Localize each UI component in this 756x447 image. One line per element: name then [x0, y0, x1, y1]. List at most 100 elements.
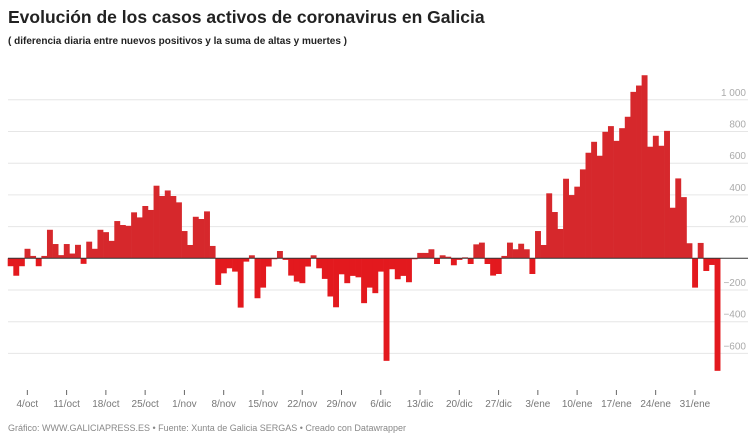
- bar: [568, 195, 575, 259]
- bar: [198, 218, 205, 259]
- footer-credits: Gráfico: WWW.GALICIAPRESS.ES • Fuente: X…: [8, 423, 406, 433]
- bar: [619, 128, 626, 259]
- bar: [467, 258, 474, 265]
- x-axis: 4/oct 11/oct 18/oct 25/oct 1/nov 8/nov 15/nov 2…: [16, 390, 711, 410]
- bar: [591, 141, 598, 259]
- bar: [400, 258, 407, 276]
- bar: [237, 258, 244, 308]
- bar: [389, 258, 396, 270]
- x-tick-label: 3/ene: [525, 399, 550, 410]
- bar: [226, 258, 233, 269]
- bar: [282, 258, 289, 260]
- bar: [686, 243, 693, 259]
- bar: [338, 258, 345, 275]
- bar: [703, 258, 710, 271]
- x-tick-label: 22/nov: [287, 399, 317, 410]
- bar: [344, 258, 351, 284]
- bar: [159, 196, 166, 259]
- bar: [664, 130, 670, 259]
- x-tick-label: 13/dic: [407, 399, 434, 410]
- chart-title: Evolución de los casos activos de corona…: [8, 7, 485, 27]
- x-tick-label: 25/oct: [132, 399, 159, 410]
- bar: [97, 229, 104, 259]
- bar: [512, 249, 519, 259]
- bar: [204, 211, 210, 259]
- bar: [321, 258, 328, 279]
- bar: [46, 229, 53, 259]
- bar: [630, 91, 637, 259]
- bar: [136, 217, 143, 259]
- x-tick-label: 4/oct: [16, 399, 38, 410]
- chart-subtitle: ( diferencia diaria entre nuevos positiv…: [8, 36, 348, 47]
- bar: [147, 209, 154, 259]
- bar: [349, 258, 356, 276]
- y-axis-labels: 1 000 800 600 400 200 −200 −400 −600: [721, 88, 746, 353]
- x-tick-label: 24/ene: [640, 399, 671, 410]
- bar: [80, 258, 87, 264]
- bar: [607, 126, 614, 259]
- y-tick-label: 800: [729, 120, 746, 131]
- bar: [142, 205, 149, 259]
- bar: [333, 258, 339, 308]
- bar: [417, 252, 424, 259]
- bar: [529, 258, 536, 274]
- bar: [119, 225, 126, 259]
- bar: [383, 258, 390, 361]
- bar: [187, 244, 194, 259]
- bar: [170, 196, 177, 259]
- bar: [164, 190, 171, 259]
- x-tick-label: 8/nov: [211, 399, 235, 410]
- bar: [176, 202, 182, 259]
- bar: [585, 152, 592, 259]
- bar: [697, 242, 704, 259]
- bar: [114, 221, 121, 259]
- y-tick-label: −600: [723, 341, 746, 352]
- bar: [579, 169, 586, 259]
- bar: [708, 258, 715, 265]
- y-tick-label: −200: [723, 278, 746, 289]
- bar: [473, 244, 480, 259]
- bar: [13, 258, 20, 276]
- bar: [714, 258, 721, 371]
- bar: [394, 258, 401, 280]
- bar: [276, 251, 283, 259]
- bar: [260, 258, 267, 288]
- bar: [215, 258, 222, 285]
- bar: [669, 207, 676, 259]
- bar: [232, 258, 239, 272]
- bar: [58, 255, 65, 259]
- bar: [305, 258, 311, 267]
- bar: [501, 255, 508, 259]
- bar: [69, 253, 76, 259]
- bar: [125, 225, 132, 259]
- bar: [288, 258, 295, 276]
- bar: [641, 75, 648, 259]
- bar: [450, 258, 457, 266]
- bar: [243, 258, 250, 262]
- bar: [366, 258, 373, 288]
- bar: [535, 231, 541, 259]
- x-tick-label: 17/ene: [601, 399, 632, 410]
- bar: [24, 248, 31, 259]
- bar: [652, 135, 659, 259]
- bar: [327, 258, 334, 297]
- y-tick-label: 1 000: [721, 88, 746, 99]
- y-tick-label: 600: [729, 151, 746, 162]
- bar: [299, 258, 306, 284]
- bar: [506, 242, 513, 259]
- bar: [456, 258, 463, 260]
- bar: [63, 244, 70, 259]
- bar: [439, 255, 446, 259]
- bar: [265, 258, 272, 267]
- bar: [361, 258, 368, 304]
- x-tick-label: 10/ene: [562, 399, 593, 410]
- bar: [75, 244, 81, 259]
- x-tick-label: 27/dic: [485, 399, 512, 410]
- bar: [209, 245, 216, 259]
- bar: [518, 243, 525, 259]
- bar: [220, 258, 227, 274]
- bar: [153, 185, 160, 259]
- bar: [372, 258, 379, 294]
- x-tick-label: 20/dic: [446, 399, 473, 410]
